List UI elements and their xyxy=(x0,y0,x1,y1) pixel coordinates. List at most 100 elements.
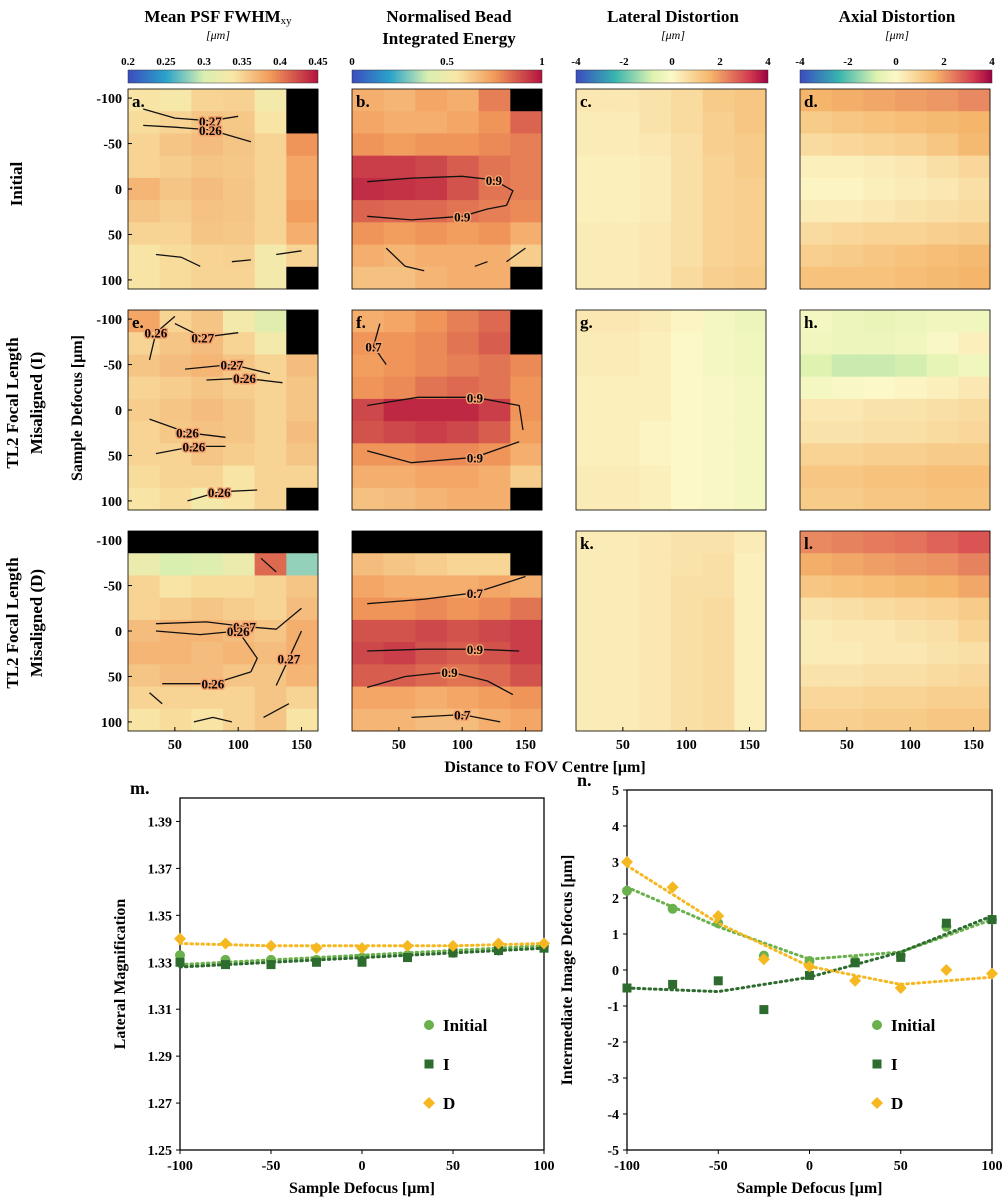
heatmap-cell xyxy=(607,177,640,201)
heatmap-cell xyxy=(415,619,448,643)
y-tick-label: 1.35 xyxy=(148,909,173,924)
heatmap-cell xyxy=(895,155,928,179)
colorbar-tick-label: 2 xyxy=(717,56,723,68)
heatmap-cell xyxy=(831,266,864,290)
heatmap-cell xyxy=(447,531,480,554)
heatmap-cell xyxy=(607,642,640,665)
data-point xyxy=(265,939,277,952)
heatmap-cell xyxy=(576,398,609,422)
heatmap-cell xyxy=(286,421,319,444)
heatmap-cell xyxy=(863,200,896,223)
heatmap-cell xyxy=(223,332,256,355)
heatmap-cell xyxy=(926,354,959,378)
heatmap-cell xyxy=(639,177,672,201)
heatmap-cell xyxy=(478,332,511,355)
heatmap-cell xyxy=(254,443,287,467)
contour-label: 0.27 xyxy=(191,330,214,345)
heatmap-cell xyxy=(607,487,640,511)
heatmap-cell xyxy=(958,177,991,201)
heatmap-cell xyxy=(510,133,543,157)
heatmap-cell xyxy=(958,376,991,400)
heatmap-cell xyxy=(383,531,416,554)
heatmap-cell xyxy=(128,575,161,599)
heatmap-cell xyxy=(734,465,767,489)
heatmap-cell xyxy=(286,89,319,112)
heatmap-cell xyxy=(128,177,161,201)
heatmap-cell xyxy=(352,487,385,511)
heatmap-cell xyxy=(702,376,735,400)
col-title-1-line2: [μm] xyxy=(206,28,230,42)
heatmap-cell xyxy=(254,155,287,179)
data-point xyxy=(310,942,323,955)
heatmap-cell xyxy=(191,443,224,467)
heatmap-cell xyxy=(639,89,672,112)
y-tick-label: 1.29 xyxy=(148,1050,173,1065)
heatmap-cell xyxy=(671,619,704,643)
scatter-panel: -5 -4 -3 -2 -1 0 1 2 3 4 5 -100 -50 0 50 100 Initial I Dn.… xyxy=(559,770,1003,1197)
contour-label: 0.7 xyxy=(467,586,484,601)
heatmap-cell xyxy=(286,708,319,732)
heatmap-cell xyxy=(478,487,511,511)
heatmap-cell xyxy=(159,376,192,400)
y-tick-label: 2 xyxy=(612,892,619,907)
heatmap-cell xyxy=(510,597,543,621)
heatmap-cell xyxy=(863,642,896,665)
heatmap-cell xyxy=(478,465,511,489)
heatmap-cell xyxy=(576,664,609,688)
heatmap-cell xyxy=(383,398,416,422)
heatmap-cell xyxy=(734,354,767,378)
data-point xyxy=(357,957,367,967)
heatmap-cell xyxy=(447,155,480,179)
heatmap-cell xyxy=(734,619,767,643)
heatmap-cell xyxy=(926,200,959,223)
heatmap-cell xyxy=(383,465,416,489)
panel-label: k. xyxy=(580,534,594,553)
heatmap-cell xyxy=(800,266,833,290)
y-tick-label: -100 xyxy=(96,92,122,107)
y-tick-label: 1.33 xyxy=(148,956,173,971)
heatmap-cell xyxy=(191,575,224,599)
heatmap-cell xyxy=(671,155,704,179)
heatmap-cell xyxy=(831,553,864,576)
colorbar-tick-label: 0.4 xyxy=(273,56,287,68)
heatmap-cell xyxy=(415,155,448,179)
heatmap-cell xyxy=(352,111,385,134)
panel-frame xyxy=(575,309,767,511)
heatmap-cell xyxy=(352,133,385,157)
heatmap-cell xyxy=(478,133,511,157)
heatmap-cell xyxy=(478,354,511,378)
panel-label: m. xyxy=(130,778,150,798)
column-title-4: Axial Distortion [μm] xyxy=(839,7,956,42)
heatmap-cell xyxy=(159,354,192,378)
heatmap-cell xyxy=(800,443,833,467)
heatmap-cell xyxy=(958,664,991,688)
heatmap-cell xyxy=(639,531,672,554)
heatmap-cell xyxy=(159,155,192,179)
colorbar-tick-label: 2 xyxy=(941,56,947,68)
heatmap-cell xyxy=(447,133,480,157)
heatmap-cell xyxy=(958,642,991,665)
heatmap-cell xyxy=(702,266,735,290)
heatmap-cell xyxy=(478,155,511,179)
heatmap-cell xyxy=(831,421,864,444)
heatmap-cell xyxy=(128,266,161,290)
data-point xyxy=(403,953,412,963)
x-tick-label: 150 xyxy=(739,738,760,753)
contour-label: 0.9 xyxy=(454,209,471,224)
heatmap-cell xyxy=(639,619,672,643)
heatmap-cell xyxy=(800,310,833,333)
heatmap-cell xyxy=(415,443,448,467)
heatmap-cell xyxy=(576,421,609,444)
data-point xyxy=(401,939,414,952)
heatmap-cell xyxy=(223,597,256,621)
heatmap-cell xyxy=(800,465,833,489)
heatmap-cell xyxy=(478,642,511,665)
heatmap-cell xyxy=(128,465,161,489)
data-point xyxy=(940,964,953,976)
heatmap-cell xyxy=(159,597,192,621)
data-point xyxy=(849,974,862,987)
heatmap-cell xyxy=(895,310,928,333)
data-point xyxy=(312,957,321,967)
heatmap-cell xyxy=(576,111,609,134)
